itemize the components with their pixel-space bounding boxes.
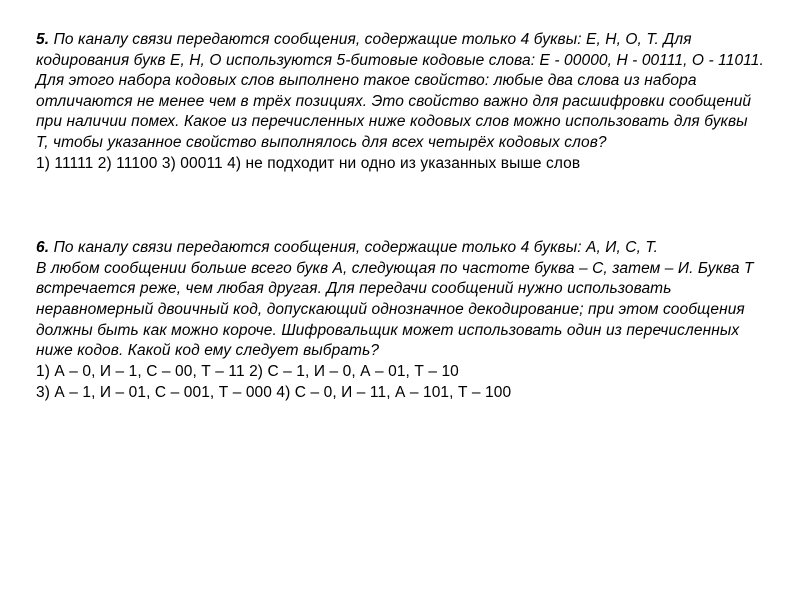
problem-6: 6. По каналу связи передаются сообщения,… [36, 238, 764, 403]
problem-5: 5. По каналу связи передаются сообщения,… [36, 30, 764, 174]
problem-6-body-line2: В любом сообщении больше всего букв А, с… [36, 260, 754, 359]
problem-6-number: 6. [36, 239, 49, 256]
problem-5-number: 5. [36, 31, 49, 48]
problem-5-answers: 1) 11111 2) 11100 3) 00011 4) не подходи… [36, 155, 580, 172]
problem-5-body: По каналу связи передаются сообщения, со… [36, 31, 764, 151]
problem-6-answers-line1: 1) А – 0, И – 1, С – 00, Т – 11 2) С – 1… [36, 363, 459, 380]
page: 5. По каналу связи передаются сообщения,… [0, 0, 800, 600]
problem-6-body-line1: По каналу связи передаются сообщения, со… [54, 239, 658, 256]
problem-6-answers-line2: 3) А – 1, И – 01, С – 001, Т – 000 4) С … [36, 384, 511, 401]
